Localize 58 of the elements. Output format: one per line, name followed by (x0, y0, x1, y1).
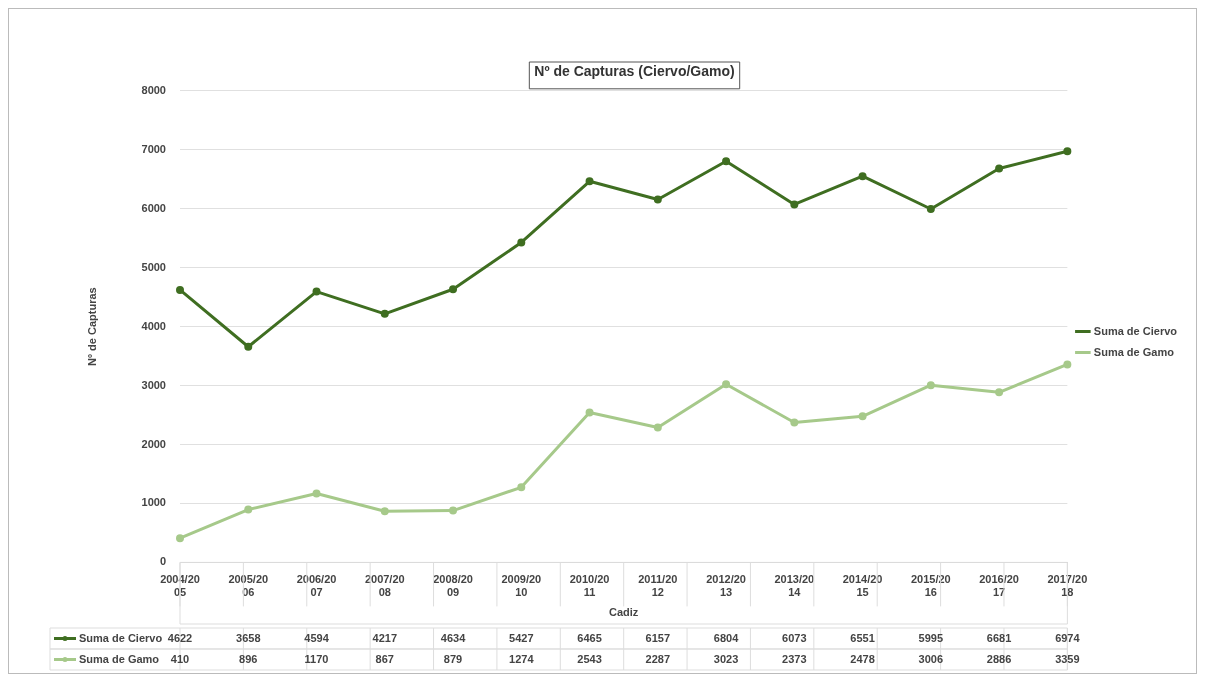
x-tick-label: 2006/2007 (296, 573, 337, 599)
data-label: 2886 (986, 652, 1012, 665)
x-tick-label: 2007/2008 (364, 573, 405, 599)
x-tick-label: 2014/2015 (842, 573, 883, 599)
legend-label: Suma de Ciervo (1093, 324, 1178, 337)
data-label: 2478 (850, 652, 875, 665)
x-axis-title: Cadiz (609, 606, 639, 619)
data-label: 4634 (440, 631, 467, 644)
data-label: 3359 (1055, 652, 1080, 665)
data-label: 4217 (372, 631, 398, 644)
data-label: 6974 (1055, 631, 1081, 644)
x-tick-label: 2010/2011 (569, 573, 610, 599)
data-label: 3023 (713, 652, 739, 665)
y-tick-label: 2000 (141, 437, 166, 450)
data-label: 4594 (304, 631, 330, 644)
x-tick-label: 2005/2006 (228, 573, 269, 599)
data-label: 6157 (645, 631, 671, 644)
y-tick-label: 7000 (141, 142, 166, 155)
data-label: 6551 (850, 631, 875, 644)
x-tick-label: 2009/2010 (501, 573, 542, 599)
chart-title: Nº de Capturas (Ciervo/Gamo) (534, 63, 735, 80)
data-label: 2373 (782, 652, 807, 665)
legend-label: Suma de Gamo (1093, 345, 1175, 358)
data-label: 1170 (304, 652, 329, 665)
y-tick-label: 3000 (141, 378, 166, 391)
data-label: 896 (239, 652, 258, 665)
y-tick-label: 6000 (141, 201, 166, 214)
y-tick-label: 5000 (141, 260, 166, 273)
data-label: 3006 (918, 652, 944, 665)
data-label: 5427 (509, 631, 534, 644)
data-label: 4622 (167, 631, 193, 644)
text: Suma de Ciervo (79, 631, 163, 644)
y-tick-label: 4000 (141, 319, 166, 332)
data-label: 2543 (577, 652, 602, 665)
x-tick-label: 2004/2005 (160, 573, 200, 599)
x-tick-label: 2008/2009 (433, 573, 473, 599)
data-label: 879 (443, 652, 463, 665)
data-label: 1274 (509, 652, 535, 665)
data-label: 867 (375, 652, 394, 665)
x-tick-label: 2016/2017 (979, 573, 1019, 599)
x-tick-label: 2017/2018 (1047, 573, 1088, 599)
data-label: 2287 (645, 652, 671, 665)
x-tick-label: 2012/2013 (706, 573, 746, 599)
data-label: 6073 (782, 631, 807, 644)
data-label: 3658 (236, 631, 261, 644)
data-label: 5995 (918, 631, 944, 644)
y-tick-label: 0 (159, 555, 166, 568)
data-label: 6681 (986, 631, 1012, 644)
x-tick-label: 2011/2012 (638, 573, 678, 599)
y-tick-label: 8000 (141, 83, 166, 96)
y-axis-title: Nº de Capturas (85, 287, 98, 366)
text: Suma de Gamo (79, 652, 160, 665)
data-label: 6804 (713, 631, 740, 644)
x-tick-label: 2015/2016 (910, 573, 951, 599)
data-label: 410 (170, 652, 190, 665)
x-tick-label: 2013/2014 (774, 573, 815, 599)
data-label: 6465 (577, 631, 602, 644)
y-tick-label: 1000 (141, 496, 166, 509)
